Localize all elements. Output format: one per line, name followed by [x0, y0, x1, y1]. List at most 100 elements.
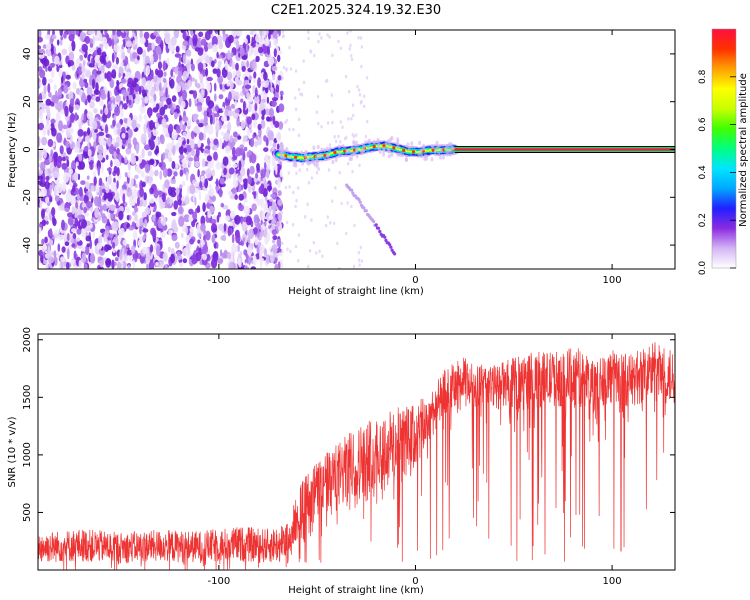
noise-cell — [85, 70, 92, 78]
noise-cell — [250, 266, 257, 269]
ridge-halo — [387, 154, 391, 159]
spectrogram-x-label: Height of straight line (km) — [288, 286, 424, 297]
noise-cell — [249, 137, 255, 148]
noise-cell — [192, 90, 198, 99]
noise-cell — [359, 36, 363, 40]
noise-cell — [229, 135, 234, 143]
noise-cell — [115, 136, 121, 143]
noise-cell — [217, 258, 224, 264]
noise-cell — [268, 32, 271, 40]
ridge-halo — [352, 151, 356, 157]
noise-cell — [242, 237, 246, 242]
noise-cell — [49, 197, 53, 203]
noise-cell — [171, 160, 176, 170]
noise-cell — [58, 120, 63, 132]
branch-point — [350, 188, 354, 192]
noise-cell — [261, 98, 266, 103]
noise-cell — [75, 30, 79, 36]
noise-cell — [106, 137, 112, 147]
noise-cell — [72, 233, 77, 240]
noise-cell — [280, 95, 283, 101]
noise-cell — [155, 36, 162, 44]
noise-cell — [216, 34, 223, 45]
noise-cell — [117, 261, 122, 269]
noise-cell — [166, 57, 170, 66]
noise-cell — [161, 192, 166, 203]
noise-cell — [149, 187, 155, 195]
noise-cell — [94, 207, 100, 219]
noise-cell — [143, 192, 147, 201]
noise-cell — [251, 36, 254, 46]
noise-cell — [178, 55, 182, 63]
noise-cell — [308, 248, 312, 253]
ridge-halo — [431, 144, 435, 149]
noise-cell — [158, 81, 162, 92]
noise-cell — [79, 31, 85, 42]
noise-cell — [179, 184, 183, 189]
noise-cell — [359, 100, 363, 105]
noise-cell — [97, 153, 103, 161]
noise-cell — [114, 106, 121, 117]
noise-cell — [147, 150, 152, 157]
noise-cell — [175, 45, 180, 53]
noise-cell — [170, 247, 175, 255]
noise-cell — [222, 32, 226, 43]
noise-cell — [261, 115, 265, 121]
noise-cell — [241, 65, 246, 72]
noise-cell — [208, 30, 213, 35]
noise-cell — [107, 90, 110, 102]
noise-cell — [251, 102, 254, 113]
noise-cell — [164, 32, 171, 40]
noise-cell — [239, 47, 245, 57]
noise-cell — [228, 34, 234, 44]
noise-cell — [141, 148, 145, 159]
noise-cell — [294, 204, 297, 209]
ridge-halo — [316, 144, 320, 150]
noise-cell — [202, 202, 206, 213]
noise-cell — [201, 158, 206, 168]
noise-cell — [351, 169, 354, 174]
noise-cell — [188, 215, 194, 222]
noise-cell — [113, 165, 118, 174]
noise-cell — [240, 241, 245, 246]
ridge-halo — [435, 140, 439, 146]
noise-cell — [66, 232, 70, 241]
ridge-halo — [300, 150, 304, 155]
ridge-halo — [418, 140, 422, 146]
noise-cell — [176, 251, 181, 257]
noise-cell — [98, 131, 105, 136]
noise-cell — [116, 80, 120, 86]
noise-cell — [264, 108, 271, 116]
noise-cell — [351, 133, 354, 137]
noise-cell — [122, 247, 125, 257]
branch-point — [374, 223, 378, 227]
noise-cell — [120, 157, 126, 164]
noise-cell — [127, 128, 133, 139]
noise-cell — [230, 52, 234, 58]
noise-cell — [153, 220, 157, 227]
noise-cell — [295, 198, 298, 203]
noise-cell — [62, 124, 69, 130]
noise-cell — [262, 210, 265, 221]
noise-cell — [331, 199, 334, 203]
noise-cell — [86, 86, 93, 97]
noise-cell — [181, 124, 186, 131]
noise-cell — [203, 110, 208, 118]
noise-cell — [77, 214, 83, 220]
noise-cell — [67, 193, 72, 203]
noise-cell — [48, 91, 52, 98]
noise-cell — [124, 156, 128, 164]
noise-cell — [91, 57, 94, 66]
noise-cell — [178, 154, 185, 160]
noise-cell — [53, 83, 57, 90]
noise-cell — [147, 131, 152, 139]
noise-cell — [182, 40, 189, 46]
noise-cell — [42, 127, 47, 136]
noise-cell — [209, 114, 213, 125]
noise-cell — [238, 148, 245, 156]
noise-cell — [251, 203, 257, 212]
noise-cell — [358, 163, 361, 168]
noise-cell — [113, 44, 120, 53]
noise-cell — [148, 138, 152, 146]
spectrogram-y-label: Frequency (Hz) — [7, 112, 18, 188]
